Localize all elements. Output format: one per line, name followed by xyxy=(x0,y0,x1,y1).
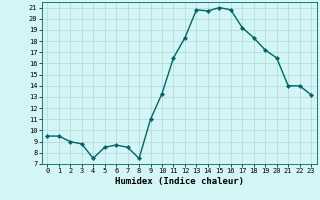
X-axis label: Humidex (Indice chaleur): Humidex (Indice chaleur) xyxy=(115,177,244,186)
